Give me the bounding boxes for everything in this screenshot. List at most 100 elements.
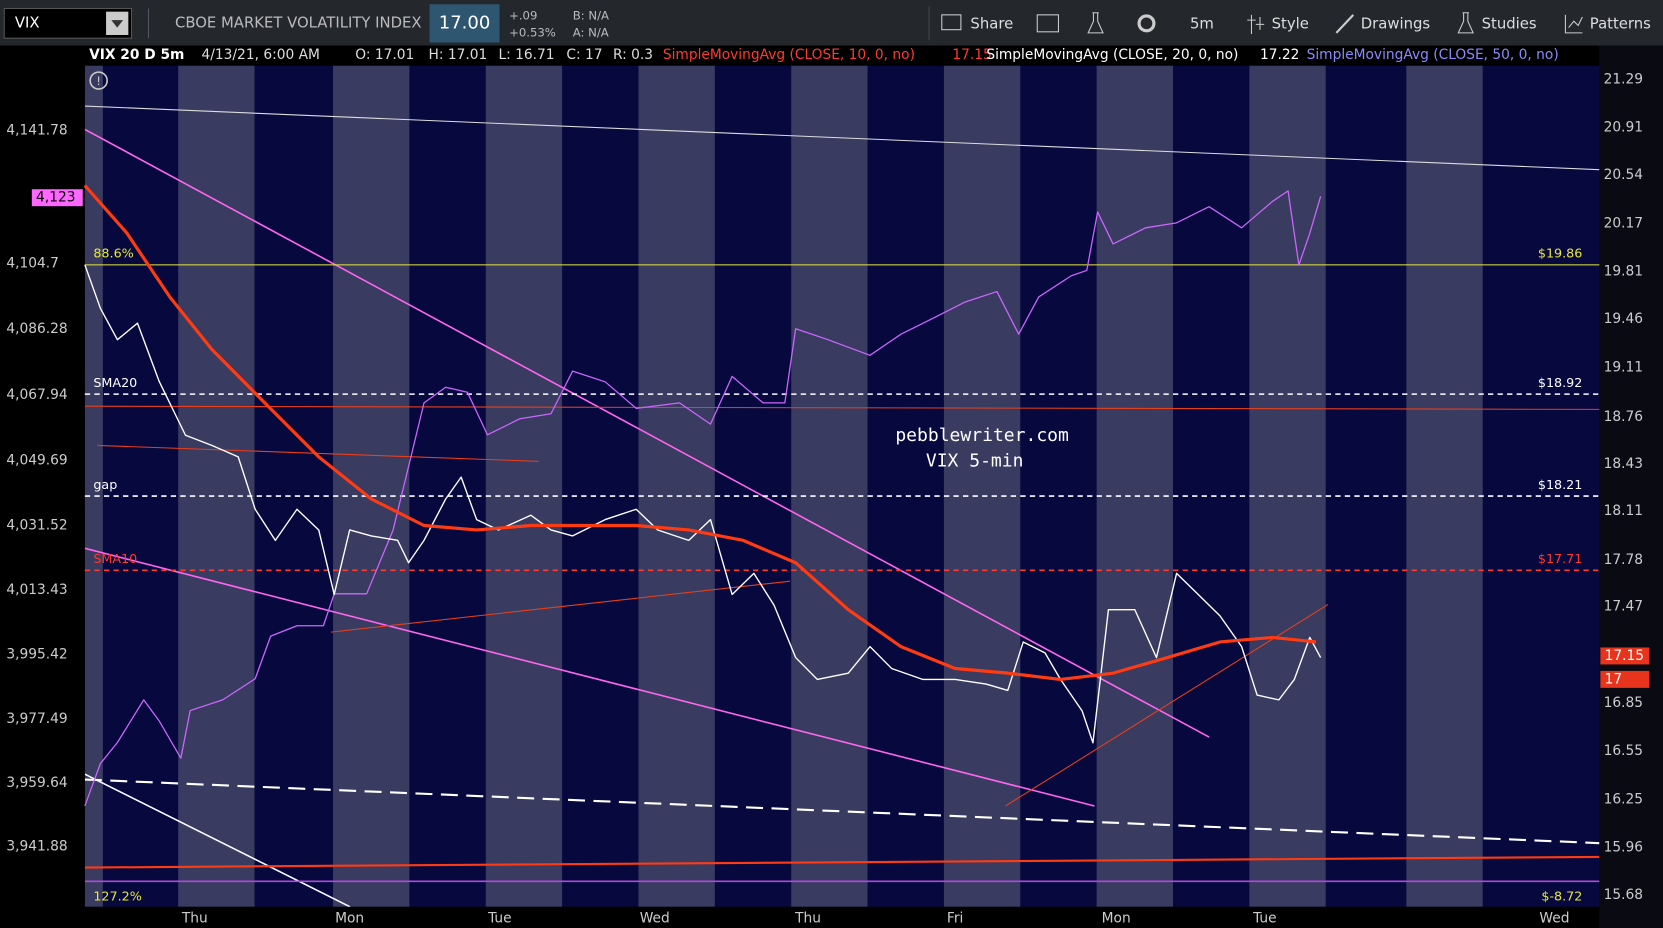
level-left-label: 88.6% — [93, 246, 133, 261]
price-tag-label: 17 — [1605, 671, 1623, 687]
session-bands — [84, 65, 1483, 907]
range: R: 0.3 — [613, 47, 653, 63]
price-line — [84, 190, 1322, 807]
screen-icon[interactable] — [1036, 14, 1059, 33]
sma10-value: 17.15 — [952, 47, 991, 63]
patterns-button[interactable]: Patterns — [1590, 15, 1651, 32]
info-bar — [84, 45, 1600, 66]
left-axis — [0, 45, 85, 928]
watermark: VIX 5-min — [926, 450, 1024, 471]
last-box — [429, 4, 500, 43]
ask: A: N/A — [573, 25, 609, 39]
sma50-label: SimpleMovingAvg (CLOSE, 50, 0, no) — [1307, 47, 1559, 63]
studies-icon — [1457, 12, 1474, 34]
share-button[interactable]: Share — [970, 15, 1013, 32]
last-price: 17.00 — [439, 12, 491, 33]
price-tag — [1600, 670, 1650, 688]
level-label: $17.71 — [1538, 551, 1583, 566]
y2-tick-label: 3,995.42 — [6, 647, 67, 663]
sma20-value: 17.22 — [1260, 47, 1299, 63]
y2-tick-label: 4,013.43 — [6, 582, 67, 598]
price-tag — [1600, 647, 1650, 665]
bid: B: N/A — [573, 8, 609, 22]
gear-icon[interactable] — [1137, 14, 1156, 33]
price-line — [83, 184, 1317, 681]
y-tick-label: 19.11 — [1604, 359, 1643, 375]
x-tick-label: Thu — [794, 910, 821, 926]
drawings — [84, 105, 1600, 908]
y-tick-label: 16.85 — [1604, 695, 1643, 711]
level-label: $19.86 — [1538, 246, 1583, 261]
y-tick-label: 16.25 — [1604, 792, 1643, 808]
style-icon — [1247, 14, 1265, 34]
y2-tick-label: 4,104.7 — [6, 255, 59, 271]
low: L: 16.71 — [498, 47, 554, 63]
study-label: VIX 20 D 5m — [89, 47, 184, 63]
x-tick-label: Tue — [1252, 910, 1277, 926]
y-tick-label: 21.29 — [1604, 71, 1643, 87]
y-tick-label: 15.68 — [1604, 887, 1643, 903]
alert-glyph: ! — [96, 74, 101, 88]
x-tick-label: Fri — [947, 910, 963, 926]
sma20-label: SimpleMovingAvg (CLOSE, 20, 0, no) — [986, 47, 1238, 63]
drawings-icon — [1335, 14, 1355, 34]
y-tick-label: 15.96 — [1604, 840, 1643, 856]
y2-tick-label: 4,031.52 — [6, 517, 67, 533]
share-icon — [941, 14, 962, 31]
high: H: 17.01 — [428, 47, 487, 63]
x-tick-label: Thu — [181, 910, 208, 926]
description: CBOE MARKET VOLATILITY INDEX — [175, 14, 422, 31]
price-tag — [31, 189, 83, 207]
flask-icon[interactable] — [1087, 12, 1104, 34]
price-tag-label: 17.15 — [1605, 648, 1644, 664]
y-tick-label: 20.17 — [1604, 216, 1643, 232]
timeframe-button[interactable]: 5m — [1190, 15, 1214, 32]
level-label: $-8.72 — [1541, 889, 1582, 904]
y-tick-label: 20.91 — [1604, 120, 1643, 136]
x-tick-label: Wed — [1539, 910, 1569, 926]
symbol: VIX — [15, 14, 40, 31]
sma10-label: SimpleMovingAvg (CLOSE, 10, 0, no) — [663, 47, 915, 63]
level-label: $18.21 — [1538, 477, 1583, 492]
change-pct: +0.53% — [509, 25, 556, 39]
y-tick-label: 16.55 — [1604, 743, 1643, 759]
price-line — [84, 264, 1322, 744]
y2-tick-label: 3,941.88 — [6, 838, 67, 854]
y2-tick-label: 4,086.28 — [6, 321, 67, 337]
close: C: 17 — [566, 47, 602, 63]
right-axis — [1599, 45, 1663, 928]
y-tick-label: 20.54 — [1604, 167, 1643, 183]
y2-tick-label: 3,959.64 — [6, 775, 67, 791]
plot-content — [83, 184, 1600, 807]
open: O: 17.01 — [355, 47, 414, 63]
y-tick-label: 18.76 — [1604, 409, 1643, 425]
style-button[interactable]: Style — [1272, 15, 1309, 32]
y-tick-label: 19.46 — [1604, 311, 1643, 327]
y2-tick-label: 4,067.94 — [6, 387, 67, 403]
level-left-label: SMA10 — [93, 551, 137, 566]
level-left-label: 127.2% — [93, 889, 142, 904]
x-tick-label: Mon — [335, 910, 364, 926]
price-tag-label: 4,123 — [36, 190, 75, 206]
x-tick-label: Mon — [1102, 910, 1131, 926]
studies-button[interactable]: Studies — [1482, 15, 1537, 32]
change: +.09 — [509, 8, 537, 22]
patterns-icon — [1564, 14, 1583, 34]
y2-tick-label: 3,977.49 — [6, 711, 67, 727]
drawings-button[interactable]: Drawings — [1361, 15, 1430, 32]
x-tick-label: Tue — [487, 910, 512, 926]
dropdown-arrow — [111, 20, 124, 28]
x-tick-label: Wed — [640, 910, 670, 926]
bar-time: 4/13/21, 6:00 AM — [202, 47, 320, 63]
y-tick-label: 17.78 — [1604, 552, 1643, 568]
y-tick-label: 18.43 — [1604, 456, 1643, 472]
level-left-label: SMA20 — [93, 375, 137, 390]
watermark: pebblewriter.com — [895, 425, 1069, 446]
toolbar — [0, 0, 1663, 46]
y-tick-label: 17.47 — [1604, 599, 1643, 615]
x-axis — [84, 906, 1600, 928]
alert-icon[interactable] — [89, 71, 108, 90]
y-tick-label: 19.81 — [1604, 264, 1643, 280]
